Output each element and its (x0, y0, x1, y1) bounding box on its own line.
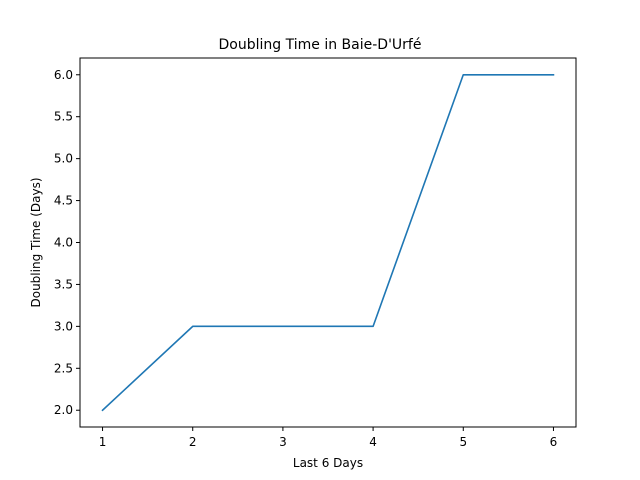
y-axis-label: Doubling Time (Days) (29, 177, 43, 307)
x-tick-label: 1 (99, 435, 107, 449)
y-tick-label: 5.5 (54, 110, 73, 124)
x-axis: 1 2 3 4 5 6 (99, 427, 558, 449)
x-tick-label: 5 (459, 435, 467, 449)
x-tick-label: 6 (550, 435, 558, 449)
y-tick-label: 4.5 (54, 194, 73, 208)
y-tick-label: 2.0 (54, 403, 73, 417)
x-tick-label: 4 (369, 435, 377, 449)
x-axis-label: Last 6 Days (293, 456, 363, 470)
x-tick-label: 2 (189, 435, 197, 449)
chart-title: Doubling Time in Baie-D'Urfé (219, 37, 422, 53)
y-tick-label: 2.5 (54, 361, 73, 375)
plot-frame (79, 57, 577, 428)
plot-area (101, 73, 555, 412)
y-tick-label: 3.0 (54, 319, 73, 333)
y-axis: 2.0 2.5 3.0 3.5 4.0 4.5 5.0 5.5 6.0 (54, 68, 80, 417)
x-tick-label: 3 (279, 435, 287, 449)
y-tick-label: 6.0 (54, 68, 73, 82)
y-tick-label: 4.0 (54, 236, 73, 250)
y-tick-label: 5.0 (54, 152, 73, 166)
series-line (101, 73, 555, 412)
y-tick-label: 3.5 (54, 277, 73, 291)
